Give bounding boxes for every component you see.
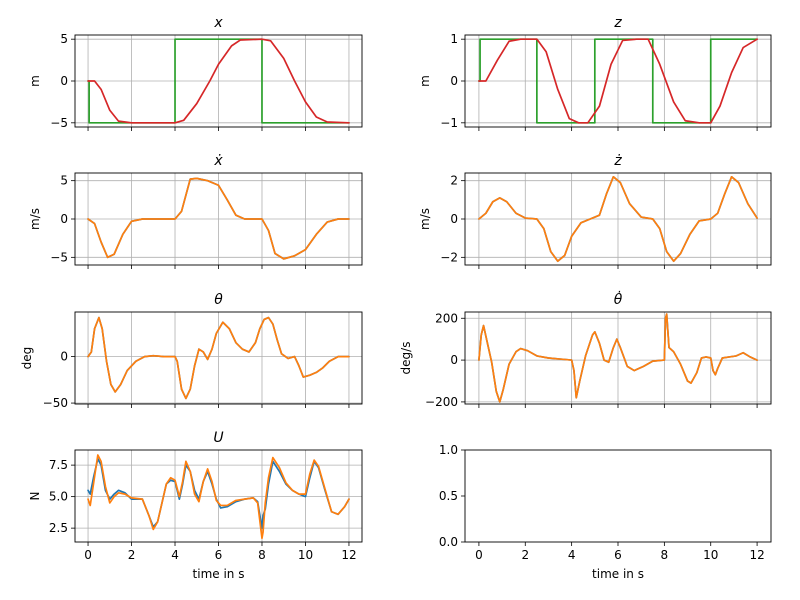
x-tick-label: 10 — [298, 548, 313, 562]
y-axis-label: m — [28, 75, 42, 87]
y-tick-label: 2 — [450, 174, 458, 188]
series-group — [478, 313, 758, 403]
subplot-xdot: −5 0 5 ẋ m/s — [28, 153, 363, 269]
series-group — [87, 38, 350, 124]
series-line-1 — [87, 316, 350, 400]
subplot-z: −1 0 1 z m — [418, 15, 772, 131]
y-tick-label: 5 — [60, 174, 68, 188]
y-tick-label: 0 — [60, 212, 68, 226]
series-group — [87, 177, 350, 260]
y-tick-label: −50 — [43, 396, 68, 410]
x-axis-label: time in s — [193, 567, 245, 581]
y-axis-label: N — [28, 492, 42, 501]
series-group — [87, 316, 350, 400]
x-tick-label: 4 — [568, 548, 576, 562]
subplot-zdot: −2 0 2 ż m/s — [418, 153, 772, 269]
series-line-1 — [87, 454, 350, 540]
y-tick-label: 0 — [60, 350, 68, 364]
x-tick-label: 6 — [215, 548, 223, 562]
series-line-1 — [478, 38, 758, 124]
y-tick-label: 0 — [450, 74, 458, 88]
subplot-empty: 0 2 4 6 8 10 12 0.0 0.5 1.0 time in s — [439, 443, 772, 581]
subplot-thetadot: −200 0 200 θ̇ deg/s — [399, 290, 772, 409]
y-tick-label: −200 — [425, 395, 458, 409]
x-tick-label: 0 — [84, 548, 92, 562]
y-tick-label: −1 — [440, 116, 458, 130]
y-axis-label: deg/s — [399, 342, 413, 375]
series-line-1 — [87, 177, 350, 260]
x-tick-label: 12 — [341, 548, 356, 562]
x-tick-label: 10 — [703, 548, 718, 562]
x-tick-label: 2 — [521, 548, 529, 562]
series-line-0 — [87, 38, 350, 124]
y-tick-label: 1.0 — [439, 443, 458, 457]
y-tick-label: −2 — [440, 250, 458, 264]
x-tick-label: 2 — [128, 548, 136, 562]
y-tick-label: −5 — [50, 250, 68, 264]
subplot-title: z — [613, 15, 622, 31]
series-group — [87, 454, 350, 540]
subplot-title: θ — [214, 292, 223, 308]
y-tick-label: 5 — [60, 32, 68, 46]
subplot-x: −5 0 5 x m — [28, 15, 363, 131]
x-tick-label: 6 — [614, 548, 622, 562]
y-tick-label: 0.0 — [439, 535, 458, 549]
y-axis-label: m/s — [418, 208, 432, 230]
y-tick-label: 5.0 — [49, 490, 68, 504]
y-tick-label: 2.5 — [49, 521, 68, 535]
y-axis-label: m — [418, 75, 432, 87]
series-line-1 — [478, 313, 758, 403]
subplot-title: x — [213, 15, 223, 31]
x-tick-label: 12 — [749, 548, 764, 562]
series-group — [478, 175, 758, 263]
subplot-title: ż — [613, 153, 622, 169]
series-line-1 — [478, 175, 758, 263]
y-tick-label: 7.5 — [49, 458, 68, 472]
y-tick-label: 0.5 — [439, 489, 458, 503]
subplot-title: θ̇ — [614, 290, 623, 308]
series-group — [478, 38, 758, 124]
subplot-title: ẋ — [213, 153, 223, 169]
x-tick-label: 8 — [661, 548, 669, 562]
x-tick-label: 4 — [171, 548, 179, 562]
y-tick-label: −5 — [50, 116, 68, 130]
axes-frame — [464, 449, 772, 543]
y-tick-label: 0 — [450, 353, 458, 367]
subplot-theta: −50 0 θ deg — [20, 292, 363, 410]
x-tick-label: 8 — [258, 548, 266, 562]
x-tick-label: 0 — [475, 548, 483, 562]
subplot-title: U — [213, 430, 223, 446]
x-axis-label: time in s — [592, 567, 644, 581]
y-axis-label: m/s — [28, 208, 42, 230]
y-tick-label: 0 — [450, 212, 458, 226]
series-line-0 — [478, 38, 758, 124]
series-line-1 — [87, 38, 350, 124]
y-tick-label: 1 — [450, 32, 458, 46]
y-tick-label: 200 — [435, 311, 458, 325]
y-tick-label: 0 — [60, 74, 68, 88]
y-axis-label: deg — [20, 347, 34, 370]
